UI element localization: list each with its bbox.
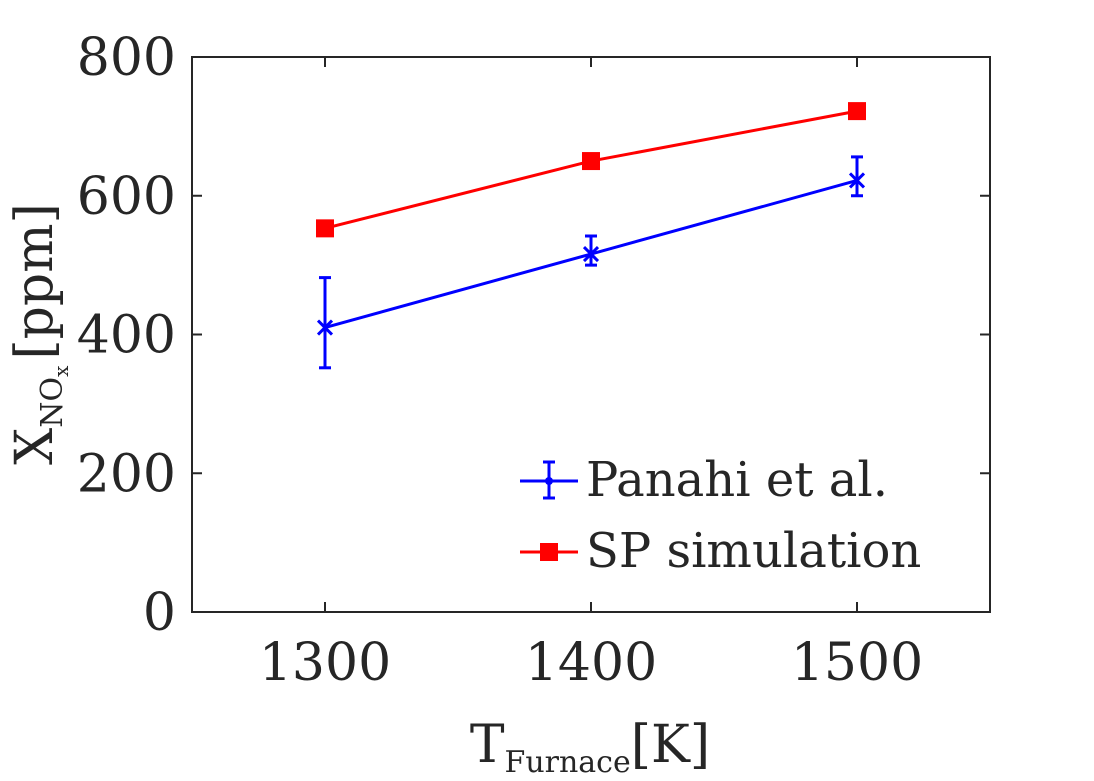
x-axis-label-sub: Furnace — [505, 745, 631, 780]
legend-item-sp-simulation: SP simulation — [520, 523, 921, 579]
series-layer — [316, 102, 866, 370]
x-tick-label: 1500 — [791, 633, 923, 693]
data-point-sp-simulation — [316, 219, 334, 238]
svg-text:XNOx[ppm]: XNOx [ppm] — [5, 203, 73, 465]
y-axis-label: XNOx [ppm] — [5, 203, 73, 465]
y-tick-label: 200 — [77, 444, 176, 504]
data-point-panahi-et-al — [848, 172, 866, 189]
data-point-sp-simulation — [848, 102, 866, 121]
data-point-panahi-et-al — [316, 319, 334, 336]
y-tick-label: 800 — [77, 28, 176, 88]
data-point-sp-simulation — [582, 152, 600, 171]
legend: Panahi et al. SP simulation — [520, 452, 921, 579]
y-tick-label: 600 — [77, 167, 176, 227]
legend-item-panahi: Panahi et al. — [520, 452, 888, 508]
y-tick-label: 400 — [77, 306, 176, 366]
y-tick-label: 0 — [143, 583, 176, 643]
y-axis-label-main: X — [5, 428, 65, 465]
legend-label-panahi: Panahi et al. — [586, 452, 888, 508]
x-axis-label: TFurnace[K] — [470, 715, 710, 780]
x-tick-label: 1300 — [259, 633, 391, 693]
legend-marker-panahi — [545, 477, 553, 485]
y-axis-label-unit: [ppm] — [5, 203, 65, 359]
y-axis-label-sub: NO — [35, 377, 70, 428]
x-axis-label-main: T — [470, 715, 505, 775]
legend-marker-sp-simulation — [540, 543, 558, 561]
axis-ticks: 1300 1400 1500 0 200 400 600 800 — [77, 28, 990, 693]
x-tick-label: 1400 — [525, 633, 657, 693]
data-point-panahi-et-al — [582, 245, 600, 263]
legend-label-sp-simulation: SP simulation — [586, 523, 921, 579]
y-axis-label-subsub: x — [49, 365, 73, 377]
x-axis-label-unit: [K] — [631, 715, 710, 775]
